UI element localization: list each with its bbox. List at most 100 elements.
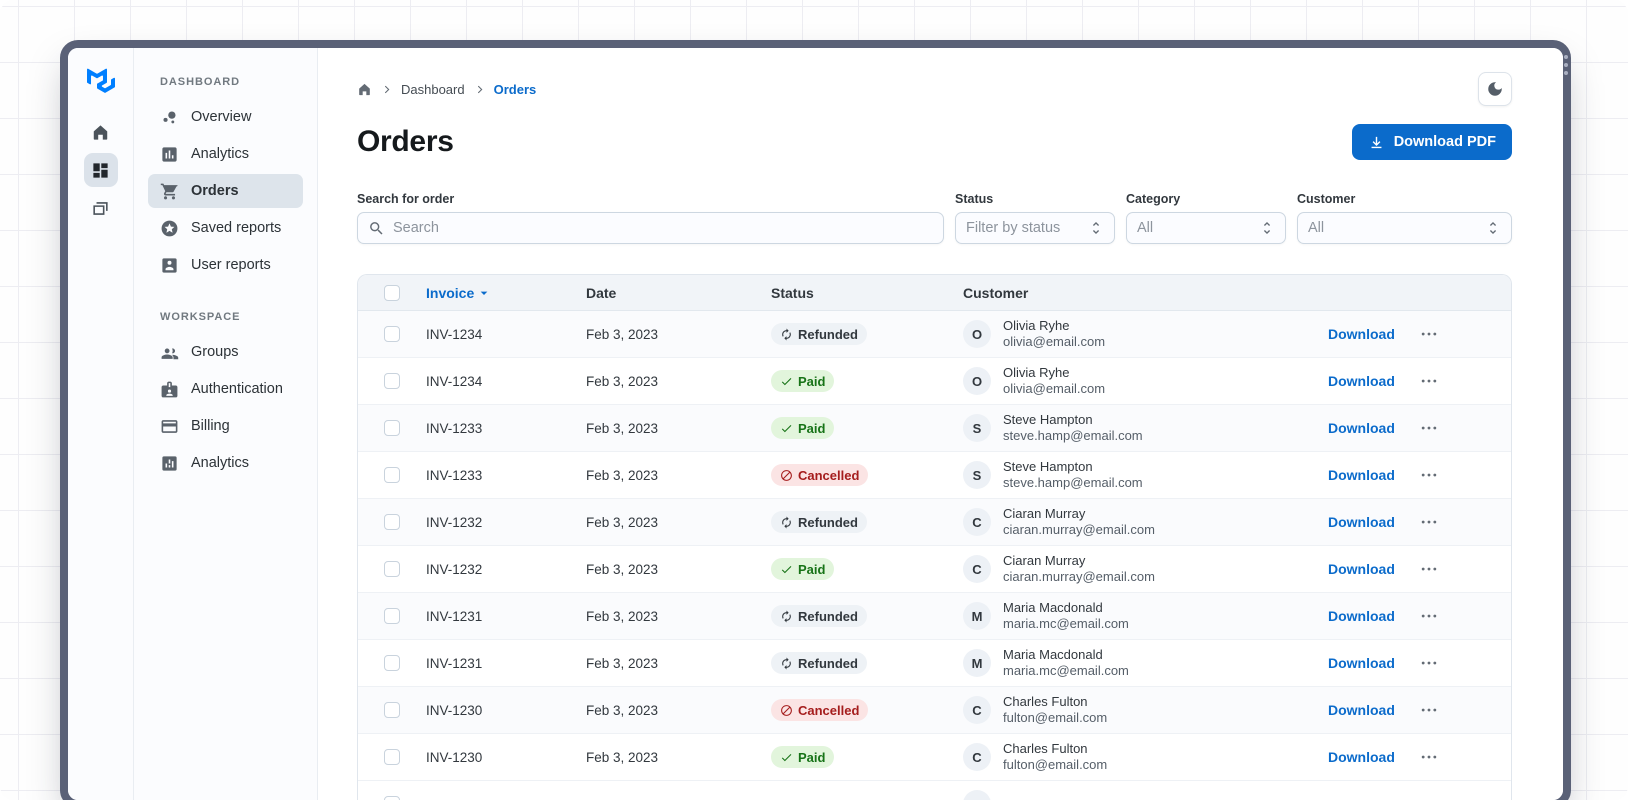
download-link[interactable]: Download xyxy=(1328,467,1395,483)
check-icon xyxy=(780,563,793,576)
customer-cell: S Steve Hampton steve.hamp@email.com xyxy=(963,459,1308,492)
status-badge: Cancelled xyxy=(771,464,869,486)
status-badge: Paid xyxy=(771,370,835,392)
home-icon[interactable] xyxy=(357,82,372,97)
row-menu-button[interactable] xyxy=(1419,512,1439,532)
sidebar-item-saved-reports[interactable]: Saved reports xyxy=(148,211,303,245)
invoice-cell: INV-1230 xyxy=(426,749,483,765)
row-checkbox[interactable] xyxy=(384,373,400,389)
rail-button-dashboard[interactable] xyxy=(83,153,118,187)
invoice-cell: INV-1232 xyxy=(426,561,483,577)
row-menu-button[interactable] xyxy=(1419,700,1439,720)
home-icon xyxy=(91,123,110,142)
unfold-more-icon xyxy=(1259,220,1275,236)
download-link[interactable]: Download xyxy=(1328,420,1395,436)
avatar: C xyxy=(963,555,991,583)
row-menu-button[interactable] xyxy=(1419,559,1439,579)
layers-icon xyxy=(91,199,110,218)
sidebar-item-analytics[interactable]: Analytics xyxy=(148,446,303,480)
row-checkbox[interactable] xyxy=(384,796,400,800)
search-icon xyxy=(368,220,385,237)
row-checkbox[interactable] xyxy=(384,514,400,530)
invoice-cell: INV-1233 xyxy=(426,420,483,436)
download-link[interactable]: Download xyxy=(1328,655,1395,671)
customer-email: fulton@email.com xyxy=(1003,710,1108,725)
rail-button-layers[interactable] xyxy=(84,191,118,225)
download-link[interactable]: Download xyxy=(1328,702,1395,718)
invoice-cell: INV-1230 xyxy=(426,702,483,718)
status-badge: Cancelled xyxy=(771,699,869,721)
row-checkbox[interactable] xyxy=(384,655,400,671)
check-icon xyxy=(780,375,793,388)
sidebar-item-orders[interactable]: Orders xyxy=(148,174,303,208)
download-icon xyxy=(1368,134,1385,151)
sidebar-item-analytics[interactable]: Analytics xyxy=(148,137,303,171)
sidebar-item-groups[interactable]: Groups xyxy=(148,335,303,369)
status-badge: Paid xyxy=(771,746,835,768)
download-link[interactable]: Download xyxy=(1328,749,1395,765)
date-cell: Feb 3, 2023 xyxy=(586,561,659,577)
breadcrumb-dashboard[interactable]: Dashboard xyxy=(401,81,465,97)
sidebar-item-authentication[interactable]: Authentication xyxy=(148,372,303,406)
customer-name: Charles Fulton xyxy=(1003,693,1088,709)
download-link[interactable]: Download xyxy=(1328,561,1395,577)
search-input[interactable] xyxy=(357,212,944,244)
row-checkbox[interactable] xyxy=(384,326,400,342)
category-filter-label: Category xyxy=(1126,192,1181,206)
download-link[interactable]: Download xyxy=(1328,326,1395,342)
row-checkbox[interactable] xyxy=(384,608,400,624)
avatar: O xyxy=(963,320,991,348)
status-filter-label: Status xyxy=(955,192,994,206)
customer-email: maria.mc@email.com xyxy=(1003,616,1129,631)
status-filter-select[interactable]: Filter by status xyxy=(955,212,1115,244)
row-checkbox[interactable] xyxy=(384,702,400,718)
sidebar-item-user-reports[interactable]: User reports xyxy=(148,248,303,282)
customer-name: Olivia Ryhe xyxy=(1003,317,1070,333)
customer-name: Olivia Ryhe xyxy=(1003,364,1070,380)
sidebar-item-overview[interactable]: Overview xyxy=(148,100,303,134)
row-checkbox[interactable] xyxy=(384,420,400,436)
row-menu-button[interactable] xyxy=(1419,418,1439,438)
row-menu-button[interactable] xyxy=(1419,747,1439,767)
search-input-field[interactable] xyxy=(393,220,933,236)
unfold-more-icon xyxy=(1485,220,1501,236)
download-link[interactable]: Download xyxy=(1328,608,1395,624)
bubble-chart-icon xyxy=(160,108,179,127)
row-menu-button[interactable] xyxy=(1419,606,1439,626)
download-link[interactable]: Download xyxy=(1328,514,1395,530)
dark-mode-toggle[interactable] xyxy=(1478,72,1512,106)
customer-email: olivia@email.com xyxy=(1003,334,1106,349)
status-badge: Paid xyxy=(771,417,835,439)
select-all-checkbox[interactable] xyxy=(384,284,400,301)
search-label: Search for order xyxy=(357,192,455,206)
avatar: O xyxy=(963,367,991,395)
date-cell: Feb 3, 2023 xyxy=(586,702,659,718)
category-filter-select[interactable]: All xyxy=(1126,212,1286,244)
dashboard-icon xyxy=(91,161,110,180)
column-header-invoice[interactable]: Invoice xyxy=(424,285,586,301)
rail-button-home[interactable] xyxy=(84,115,118,149)
autorenew-icon xyxy=(780,516,793,529)
row-menu-button[interactable] xyxy=(1419,653,1439,673)
date-cell: Feb 3, 2023 xyxy=(586,655,659,671)
row-checkbox[interactable] xyxy=(384,467,400,483)
row-checkbox[interactable] xyxy=(384,749,400,765)
row-menu-button[interactable] xyxy=(1419,324,1439,344)
row-menu-button[interactable] xyxy=(1419,465,1439,485)
invoice-cell: INV-1234 xyxy=(426,373,483,389)
column-header-date: Date xyxy=(586,284,617,301)
avatar: C xyxy=(963,508,991,536)
customer-cell: C Charles Fulton fulton@email.com xyxy=(963,741,1308,774)
customer-cell: C Ciaran Murray ciaran.murray@email.com xyxy=(963,506,1308,539)
sidebar-item-billing[interactable]: Billing xyxy=(148,409,303,443)
date-cell: Feb 3, 2023 xyxy=(586,608,659,624)
download-link[interactable]: Download xyxy=(1328,373,1395,389)
row-menu-button[interactable] xyxy=(1419,371,1439,391)
status-badge: Refunded xyxy=(771,652,867,674)
customer-filter-select[interactable]: All xyxy=(1297,212,1512,244)
page-header: Orders Download PDF xyxy=(357,122,1512,162)
icon-rail xyxy=(68,48,134,800)
row-checkbox[interactable] xyxy=(384,561,400,577)
download-pdf-button[interactable]: Download PDF xyxy=(1351,124,1512,160)
scrollbar-handle[interactable] xyxy=(1563,55,1571,79)
